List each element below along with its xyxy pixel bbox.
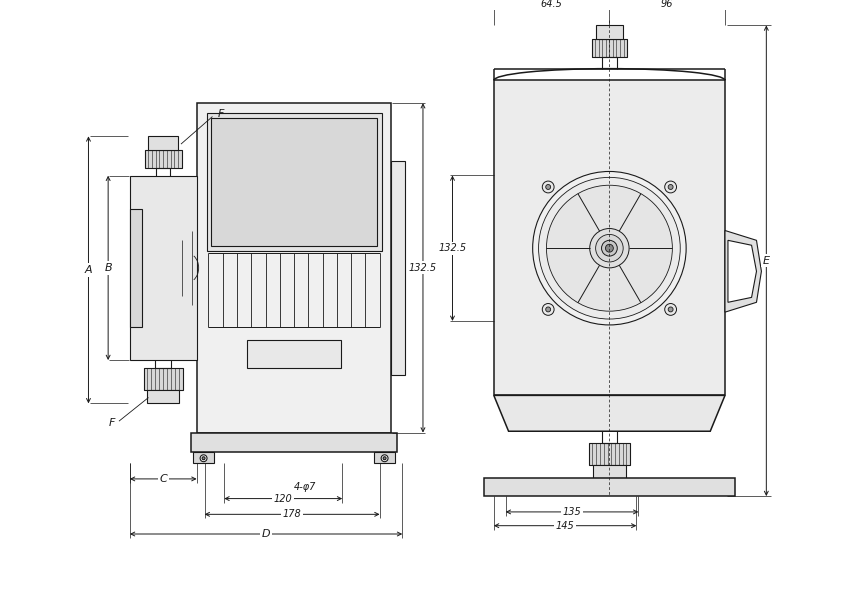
Circle shape xyxy=(202,457,205,460)
Circle shape xyxy=(542,303,554,315)
Circle shape xyxy=(533,171,686,325)
Circle shape xyxy=(383,457,386,460)
Text: C: C xyxy=(159,474,167,484)
Bar xyxy=(143,368,183,390)
Text: 96: 96 xyxy=(661,0,674,9)
Circle shape xyxy=(381,455,388,462)
Polygon shape xyxy=(725,230,761,312)
Bar xyxy=(130,176,197,360)
Bar xyxy=(593,465,626,478)
Bar xyxy=(197,103,392,433)
Polygon shape xyxy=(728,240,756,302)
Circle shape xyxy=(546,185,673,311)
Bar xyxy=(595,26,623,39)
Bar xyxy=(211,118,376,246)
Text: E: E xyxy=(763,256,770,266)
Circle shape xyxy=(669,307,673,312)
Text: 64.5: 64.5 xyxy=(541,0,562,9)
Bar xyxy=(392,161,405,375)
Bar xyxy=(147,390,179,403)
Text: 135: 135 xyxy=(562,507,581,517)
Text: B: B xyxy=(104,263,112,273)
Bar xyxy=(374,452,396,463)
Circle shape xyxy=(605,245,613,252)
Text: A: A xyxy=(85,265,93,275)
Bar xyxy=(248,340,341,368)
Circle shape xyxy=(589,228,629,268)
Text: 4-φ7: 4-φ7 xyxy=(294,482,316,492)
Circle shape xyxy=(200,455,207,462)
Polygon shape xyxy=(493,396,725,431)
Text: 132.5: 132.5 xyxy=(439,243,466,253)
Circle shape xyxy=(601,240,617,256)
Bar xyxy=(191,433,397,452)
Circle shape xyxy=(664,181,676,193)
Circle shape xyxy=(595,234,623,262)
Text: 178: 178 xyxy=(283,509,301,519)
Text: 132.5: 132.5 xyxy=(409,263,437,273)
Text: D: D xyxy=(262,529,270,539)
Circle shape xyxy=(546,184,551,189)
Bar xyxy=(130,209,141,327)
Circle shape xyxy=(539,177,680,319)
Circle shape xyxy=(546,307,551,312)
Bar xyxy=(206,113,381,251)
Bar xyxy=(589,443,630,465)
Bar xyxy=(148,136,178,150)
Bar xyxy=(145,150,182,168)
Circle shape xyxy=(542,181,554,193)
Bar xyxy=(484,478,735,496)
Circle shape xyxy=(664,303,676,315)
Text: 145: 145 xyxy=(556,521,574,531)
Text: 120: 120 xyxy=(274,494,293,503)
Text: F: F xyxy=(217,109,224,118)
Circle shape xyxy=(669,184,673,189)
Bar xyxy=(592,39,627,57)
Bar xyxy=(493,80,725,396)
Text: F: F xyxy=(109,418,115,428)
Bar xyxy=(193,452,215,463)
